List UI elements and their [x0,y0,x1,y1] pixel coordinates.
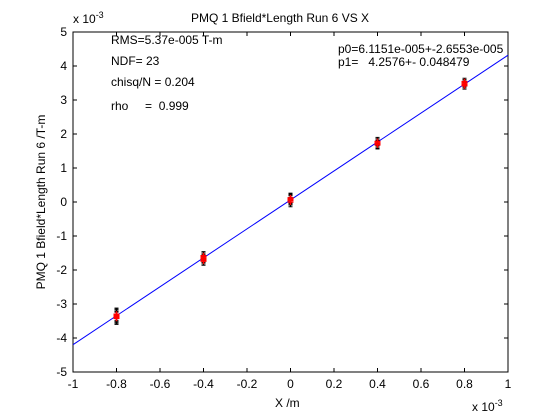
x-tick-label: 0.8 [456,377,473,391]
x-multiplier: x 10-3 [472,398,503,414]
data-point [374,141,381,148]
y-tick-label: -2 [56,263,67,277]
x-axis-label: X /m [275,396,300,410]
y-tick-label: -5 [56,365,67,379]
y-tick-label: 1 [60,161,67,175]
data-points [113,78,468,322]
y-tick-label: 0 [60,195,67,209]
stat-p0: p0=6.1151e-005+-2.6553e-005 [338,42,504,56]
stat-rms: RMS=5.37e-005 T-m [111,33,223,47]
y-tick-label: 5 [60,25,67,39]
x-tick-label: 0.2 [325,377,343,391]
y-tick-label: 2 [60,127,67,141]
axis-ticks [72,31,509,373]
x-tick-label: -1 [67,377,79,391]
y-multiplier-base: x 10 [73,12,96,26]
x-tick-label: -0.2 [236,377,258,391]
y-axis-label: PMQ 1 Bfield*Length Run 6 /T-m [34,114,48,290]
y-multiplier: x 10-3 [73,10,104,26]
y-tick-label: 4 [60,59,67,73]
x-multiplier-base: x 10 [472,400,495,414]
x-tick-label: 0.6 [412,377,430,391]
x-tick-label: 1 [504,377,512,391]
data-point [113,311,120,318]
stat-ndf: NDF= 23 [111,54,160,68]
data-point [200,258,207,265]
y-tick-label: -3 [56,297,67,311]
y-tick-label: 3 [60,93,67,107]
y-tick-label: -4 [56,331,67,345]
chart-title: PMQ 1 Bfield*Length Run 6 VS X [190,11,370,25]
x-tick-label: 0.4 [369,377,386,391]
data-point [461,78,468,85]
x-tick-label: 0 [287,377,294,391]
data-point [287,194,294,201]
x-multiplier-exponent: -3 [494,398,503,408]
y-multiplier-exponent: -3 [95,10,104,20]
x-tick-label: -0.6 [149,377,171,391]
x-tick-label: -0.8 [106,377,127,391]
stat-chisq: chisq/N = 0.204 [111,75,195,89]
stat-rho: rho = 0.999 [111,99,189,113]
x-tick-label: -0.4 [193,377,214,391]
stat-p1: p1= 4.2576+- 0.048479 [338,55,470,69]
y-tick-label: -1 [56,229,67,243]
